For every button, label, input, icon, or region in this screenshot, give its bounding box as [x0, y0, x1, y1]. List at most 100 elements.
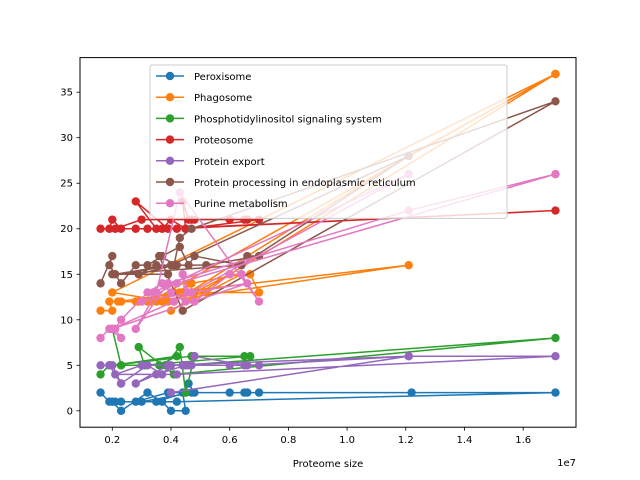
data-point: [131, 197, 140, 206]
data-point: [137, 361, 146, 370]
x-tick-label: 0.4: [163, 435, 179, 446]
x-tick-label: 0.6: [222, 435, 238, 446]
x-tick-label: 1.0: [339, 435, 355, 446]
data-point: [152, 370, 161, 379]
series-5: [96, 351, 560, 397]
data-point: [96, 224, 105, 233]
data-point: [184, 260, 193, 270]
plot-lines: [96, 69, 560, 416]
data-point: [113, 297, 123, 306]
legend-entry: Phagosome: [156, 93, 252, 104]
data-point: [551, 351, 560, 361]
legend-entry: Peroxisome: [156, 71, 251, 83]
y-tick-label: 10: [60, 315, 73, 326]
x-axis-multiplier: 1e7: [557, 458, 576, 469]
data-point: [407, 388, 416, 397]
data-point: [134, 342, 143, 352]
data-point: [404, 260, 413, 270]
data-point: [225, 361, 234, 370]
data-point: [551, 333, 560, 343]
data-point: [137, 215, 146, 224]
data-point: [96, 306, 105, 315]
data-point: [166, 288, 176, 297]
data-point: [105, 297, 114, 306]
data-point: [172, 370, 182, 379]
data-point: [172, 351, 182, 361]
data-point: [157, 370, 167, 379]
data-point: [225, 270, 234, 279]
data-point: [172, 260, 182, 270]
x-tick-label: 0.2: [104, 435, 120, 446]
data-point: [111, 370, 120, 379]
legend-marker: [165, 71, 175, 81]
data-point: [175, 242, 184, 252]
data-point: [152, 397, 161, 406]
data-point: [105, 224, 114, 233]
series-line: [100, 382, 557, 412]
data-point: [187, 288, 196, 297]
data-point: [225, 388, 234, 397]
data-point: [152, 260, 161, 270]
y-tick-label: 0: [67, 406, 73, 417]
data-point: [246, 351, 255, 361]
data-point: [116, 279, 126, 288]
data-point: [143, 388, 152, 397]
y-tick-label: 5: [67, 361, 73, 372]
data-point: [551, 206, 560, 215]
data-point: [111, 397, 120, 406]
y-tick-label: 20: [60, 224, 73, 235]
data-point: [172, 279, 182, 288]
legend-box: [149, 64, 508, 219]
data-point: [131, 224, 140, 233]
data-point: [240, 351, 249, 361]
data-point: [96, 279, 105, 288]
data-point: [551, 97, 560, 106]
legend-label: Peroxisome: [194, 72, 251, 83]
data-point: [190, 351, 199, 361]
legend-entry: Phosphotidylinositol signaling system: [156, 114, 382, 125]
data-point: [157, 224, 167, 233]
data-point: [96, 333, 105, 343]
data-point: [175, 342, 184, 352]
data-point: [169, 297, 179, 306]
legend-marker: [165, 135, 175, 144]
data-point: [181, 361, 190, 370]
x-tick-label: 1.2: [398, 435, 414, 446]
data-point: [163, 270, 173, 279]
data-point: [254, 388, 264, 397]
data-point: [137, 297, 146, 306]
data-point: [181, 406, 190, 416]
legend-marker: [165, 114, 175, 123]
legend-entry: Purine metabolism: [156, 199, 288, 210]
data-point: [178, 270, 187, 279]
data-point: [143, 361, 152, 370]
data-point: [116, 333, 126, 343]
x-tick-label: 1.4: [457, 435, 473, 446]
data-point: [175, 233, 184, 243]
data-point: [131, 397, 140, 406]
legend-label: Phosphotidylinositol signaling system: [194, 114, 382, 125]
data-point: [116, 361, 126, 370]
data-point: [178, 306, 187, 315]
data-point: [108, 215, 117, 224]
data-point: [157, 279, 167, 288]
legend-label: Protein export: [194, 157, 265, 168]
legend-marker: [165, 93, 175, 102]
y-tick-label: 25: [60, 179, 73, 190]
data-point: [108, 324, 117, 334]
data-point: [111, 224, 120, 233]
data-point: [108, 288, 117, 297]
data-point: [116, 315, 126, 324]
legend-marker: [165, 156, 175, 165]
legend-label: Phagosome: [194, 93, 252, 104]
y-tick-label: 35: [60, 88, 73, 99]
x-tick-label: 1.6: [515, 435, 531, 446]
legend-marker: [165, 177, 175, 187]
data-point: [155, 251, 164, 261]
data-point: [116, 397, 126, 406]
data-point: [172, 397, 182, 406]
plot-area-frame: [79, 57, 577, 428]
data-point: [404, 351, 413, 361]
data-point: [166, 406, 176, 416]
data-point: [131, 260, 140, 270]
